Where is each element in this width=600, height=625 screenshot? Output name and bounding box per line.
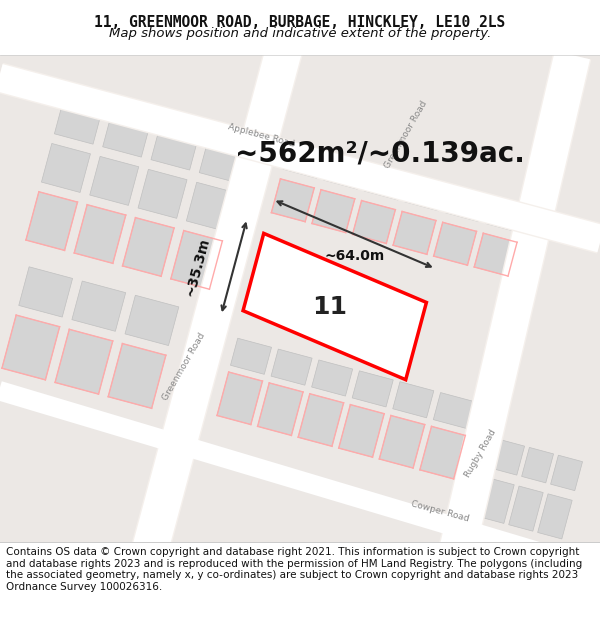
Text: Rugby Road: Rugby Road <box>464 428 499 479</box>
Polygon shape <box>138 169 187 218</box>
Polygon shape <box>103 118 149 157</box>
Polygon shape <box>55 105 101 144</box>
Polygon shape <box>353 201 395 244</box>
Polygon shape <box>352 371 393 407</box>
Polygon shape <box>364 167 404 200</box>
Polygon shape <box>72 281 125 331</box>
Text: ~562m²/~0.139ac.: ~562m²/~0.139ac. <box>235 139 525 167</box>
Polygon shape <box>230 338 272 374</box>
Polygon shape <box>298 394 344 446</box>
Polygon shape <box>26 192 77 251</box>
Text: Greenmoor Road: Greenmoor Road <box>161 331 207 402</box>
Polygon shape <box>199 144 245 183</box>
Text: ~35.3m: ~35.3m <box>183 236 212 298</box>
Polygon shape <box>509 486 543 531</box>
Polygon shape <box>474 233 517 276</box>
Text: 11, GREENMOOR ROAD, BURBAGE, HINCKLEY, LE10 2LS: 11, GREENMOOR ROAD, BURBAGE, HINCKLEY, L… <box>94 16 506 31</box>
Polygon shape <box>311 360 353 396</box>
Polygon shape <box>283 145 323 178</box>
Polygon shape <box>551 455 583 491</box>
Polygon shape <box>323 156 364 189</box>
Text: 11: 11 <box>312 294 347 319</box>
Text: Map shows position and indicative extent of the property.: Map shows position and indicative extent… <box>109 27 491 39</box>
Text: Greenmoor Road: Greenmoor Road <box>383 99 429 170</box>
Polygon shape <box>41 144 91 192</box>
Polygon shape <box>187 182 235 231</box>
Polygon shape <box>19 267 73 317</box>
Polygon shape <box>217 372 262 424</box>
Polygon shape <box>125 295 179 346</box>
Polygon shape <box>393 211 436 254</box>
Text: ~64.0m: ~64.0m <box>324 249 384 263</box>
Polygon shape <box>433 392 475 429</box>
Polygon shape <box>122 217 174 276</box>
Polygon shape <box>151 131 197 170</box>
Polygon shape <box>257 383 303 436</box>
Polygon shape <box>2 315 59 380</box>
Polygon shape <box>271 349 312 385</box>
Polygon shape <box>379 416 425 468</box>
Polygon shape <box>74 205 126 263</box>
Text: Cowper Road: Cowper Road <box>410 499 470 524</box>
Polygon shape <box>243 233 427 380</box>
Polygon shape <box>480 478 514 523</box>
Polygon shape <box>486 199 526 232</box>
Polygon shape <box>271 179 314 222</box>
Polygon shape <box>538 494 572 539</box>
Polygon shape <box>171 231 223 289</box>
Polygon shape <box>445 189 485 222</box>
Polygon shape <box>434 222 476 265</box>
Polygon shape <box>420 426 466 479</box>
Text: Contains OS data © Crown copyright and database right 2021. This information is : Contains OS data © Crown copyright and d… <box>6 547 582 592</box>
Text: Applebee Road: Applebee Road <box>227 122 295 149</box>
Polygon shape <box>405 177 445 211</box>
Polygon shape <box>393 382 434 418</box>
Polygon shape <box>55 329 113 394</box>
Polygon shape <box>312 190 355 232</box>
Polygon shape <box>90 156 139 206</box>
Polygon shape <box>108 344 166 408</box>
Polygon shape <box>339 404 384 457</box>
Polygon shape <box>521 448 554 483</box>
Polygon shape <box>493 439 524 475</box>
